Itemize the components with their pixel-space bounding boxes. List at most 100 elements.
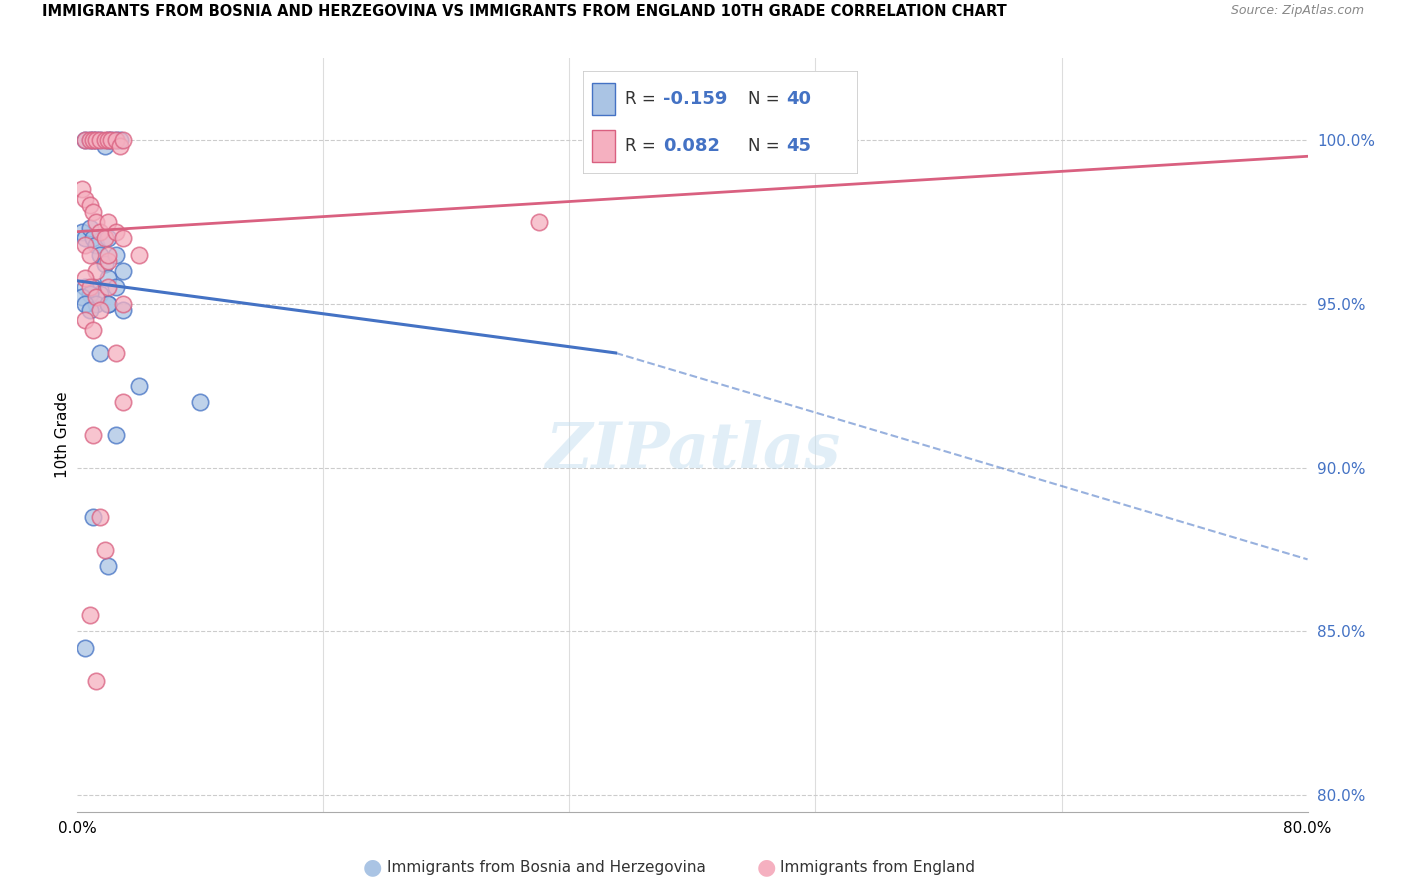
Point: [84, 215, 107, 229]
Text: Source: ZipAtlas.com: Source: ZipAtlas.com: [1230, 4, 1364, 18]
Point: [89, 133, 111, 147]
Point: [94, 133, 117, 147]
Text: 45: 45: [786, 137, 811, 155]
Point: [82, 427, 104, 442]
Point: [84, 290, 107, 304]
Point: [128, 247, 150, 261]
Point: [79, 303, 101, 318]
Point: [758, 116, 780, 130]
Point: [97, 297, 120, 311]
Point: [82, 133, 104, 147]
Text: R =: R =: [624, 137, 661, 155]
Point: [84, 297, 107, 311]
Point: [188, 395, 212, 409]
Point: [84, 673, 107, 688]
Point: [84, 133, 107, 147]
Text: R =: R =: [624, 90, 661, 108]
Point: [89, 509, 111, 524]
Point: [128, 378, 150, 392]
Point: [527, 215, 550, 229]
Point: [73, 133, 96, 147]
Point: [73, 270, 96, 285]
Point: [70, 290, 93, 304]
Point: [835, 133, 858, 147]
Point: [82, 231, 104, 245]
Point: [104, 225, 127, 239]
Text: 40: 40: [786, 90, 811, 108]
Point: [89, 287, 111, 301]
Text: Immigrants from England: Immigrants from England: [780, 860, 976, 874]
Point: [79, 221, 101, 235]
Point: [112, 264, 135, 278]
Text: ●: ●: [363, 857, 382, 877]
Point: [84, 237, 107, 252]
Point: [97, 133, 120, 147]
FancyBboxPatch shape: [583, 71, 858, 174]
Point: [79, 198, 101, 212]
Point: [82, 205, 104, 219]
Point: [94, 139, 117, 153]
Point: [97, 297, 120, 311]
Point: [73, 192, 96, 206]
Point: [82, 509, 104, 524]
Point: [94, 231, 117, 245]
Point: [112, 133, 135, 147]
Point: [89, 247, 111, 261]
Point: [104, 280, 127, 294]
Point: [70, 225, 93, 239]
Point: [97, 133, 120, 147]
Point: [97, 280, 120, 294]
Point: [104, 133, 127, 147]
Point: [79, 280, 101, 294]
Point: [82, 280, 104, 294]
Text: -0.159: -0.159: [664, 90, 727, 108]
Point: [89, 133, 111, 147]
Point: [112, 395, 135, 409]
Point: [73, 133, 96, 147]
Point: [97, 254, 120, 268]
Point: [110, 133, 132, 147]
Bar: [592, 83, 614, 115]
Text: N =: N =: [748, 137, 785, 155]
Point: [79, 133, 101, 147]
Point: [73, 280, 96, 294]
Text: 0.082: 0.082: [664, 137, 720, 155]
Point: [104, 346, 127, 360]
Point: [97, 215, 120, 229]
Point: [97, 247, 120, 261]
Point: [79, 608, 101, 623]
Point: [79, 133, 101, 147]
Text: IMMIGRANTS FROM BOSNIA AND HERZEGOVINA VS IMMIGRANTS FROM ENGLAND 10TH GRADE COR: IMMIGRANTS FROM BOSNIA AND HERZEGOVINA V…: [42, 4, 1007, 20]
Point: [112, 303, 135, 318]
Point: [112, 231, 135, 245]
Point: [79, 287, 101, 301]
Bar: [592, 130, 614, 162]
Point: [100, 133, 122, 147]
Point: [112, 297, 135, 311]
Point: [84, 133, 107, 147]
Point: [82, 323, 104, 337]
Point: [104, 247, 127, 261]
Point: [97, 231, 120, 245]
Point: [73, 297, 96, 311]
Point: [104, 427, 127, 442]
Point: [73, 640, 96, 655]
Point: [73, 237, 96, 252]
Point: [89, 303, 111, 318]
Point: [94, 542, 117, 557]
Point: [70, 182, 93, 196]
Text: ●: ●: [756, 857, 776, 877]
Point: [104, 133, 127, 147]
Point: [89, 225, 111, 239]
Text: N =: N =: [748, 90, 785, 108]
Point: [89, 346, 111, 360]
Point: [94, 257, 117, 271]
Point: [79, 247, 101, 261]
Text: ZIPatlas: ZIPatlas: [546, 420, 839, 482]
Y-axis label: 10th Grade: 10th Grade: [55, 392, 70, 478]
Point: [100, 133, 122, 147]
Point: [110, 139, 132, 153]
Point: [84, 264, 107, 278]
Point: [82, 133, 104, 147]
Text: Immigrants from Bosnia and Herzegovina: Immigrants from Bosnia and Herzegovina: [387, 860, 706, 874]
